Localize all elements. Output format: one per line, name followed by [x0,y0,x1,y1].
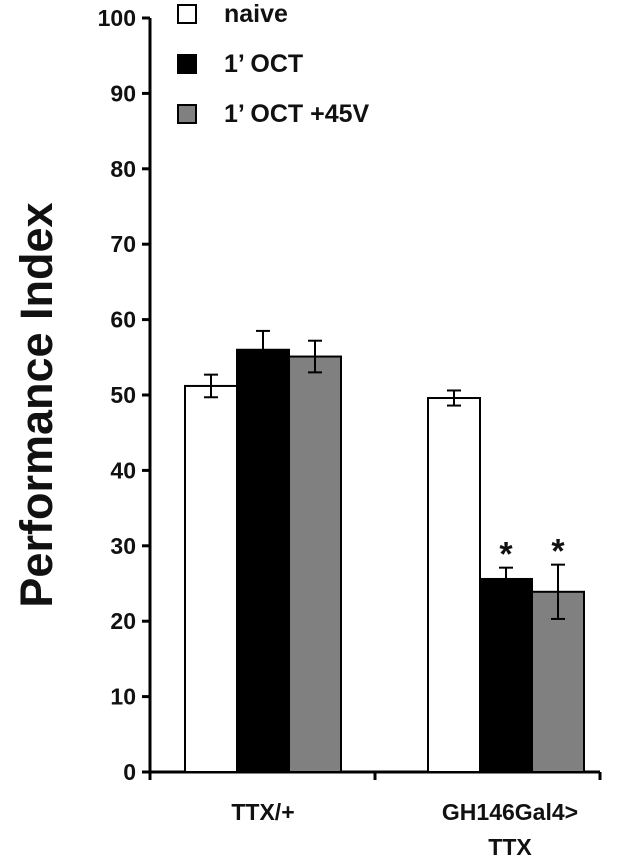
bar [479,577,533,774]
x-category-label: TTX/+ [231,799,294,825]
bar [531,590,585,773]
legend-swatch [177,104,197,124]
y-tick-label: 40 [110,457,136,483]
x-category-label: GH146Gal4> [442,799,578,825]
y-tick-label: 70 [110,231,136,257]
y-tick-label: 60 [110,307,136,333]
y-tick-label: 50 [110,382,136,408]
y-tick-label: 80 [110,156,136,182]
legend-label: 1’ OCT [224,50,303,78]
bar [288,355,342,773]
significance-marker: * [499,536,513,574]
legend-label: naive [224,0,288,28]
y-tick-label: 10 [110,684,136,710]
legend-swatch [177,4,197,24]
y-axis-title: Performance Index [11,202,62,607]
legend: naive 1’ OCT 1’ OCT +45V [177,0,370,128]
bar [184,384,238,773]
bar [236,348,290,773]
x-category-label: TTX [488,834,532,860]
bars: * * [184,329,585,774]
y-tick-label: 90 [110,80,136,106]
y-axis-title-group: Performance Index [11,202,62,607]
y-tick-label: 100 [98,5,136,31]
y-tick-label: 20 [110,608,136,634]
significance-marker: * [551,533,565,571]
legend-swatch [177,54,197,74]
bar [427,397,481,773]
axes: 0 10 20 30 40 50 60 70 80 90 100 TTX/+ GH146Gal4> TTX [98,5,602,860]
y-tick-label: 30 [110,533,136,559]
legend-label: 1’ OCT +45V [224,100,370,128]
y-tick-label: 0 [123,759,136,785]
